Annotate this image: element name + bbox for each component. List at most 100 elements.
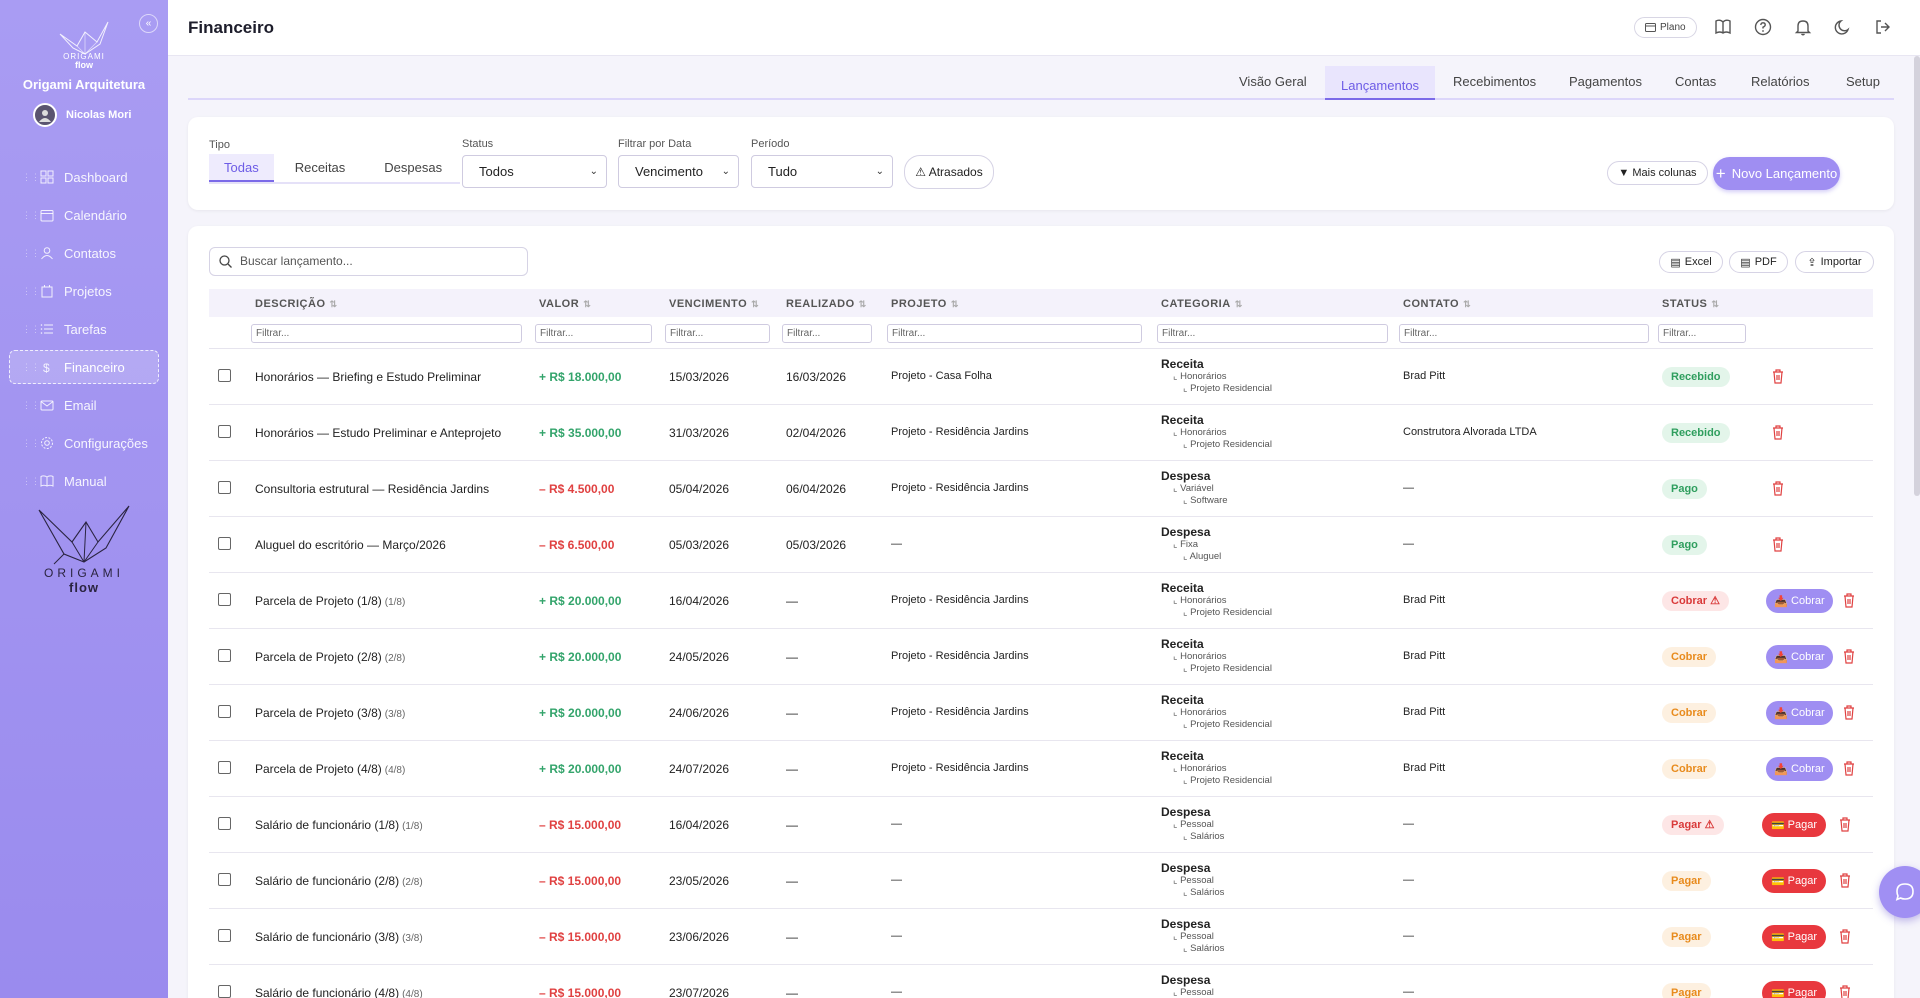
- trash-icon[interactable]: [1838, 928, 1852, 944]
- column-header-contato[interactable]: CONTATO ⇅: [1403, 298, 1472, 310]
- row-checkbox[interactable]: [218, 369, 231, 382]
- filter-vencimento-input[interactable]: Filtrar...: [665, 324, 770, 343]
- drag-handle-icon[interactable]: ⋮⋮: [22, 285, 40, 296]
- trash-icon[interactable]: [1771, 424, 1785, 440]
- filter-descricao-input[interactable]: Filtrar...: [251, 324, 522, 343]
- tipo-option-despesas[interactable]: Despesas: [384, 160, 443, 175]
- pay-button[interactable]: 💳 Pagar: [1762, 925, 1826, 949]
- pay-button[interactable]: 💳 Pagar: [1762, 813, 1826, 837]
- row-checkbox[interactable]: [218, 649, 231, 662]
- table-row[interactable]: Parcela de Projeto (3/8) (3/8) + R$ 20.000…: [209, 685, 1873, 741]
- collapse-sidebar-button[interactable]: «: [139, 14, 158, 33]
- table-row[interactable]: Honorários — Briefing e Estudo Prelimina…: [209, 349, 1873, 405]
- table-row[interactable]: Salário de funcionário (4/8) (4/8) – R$ 15…: [209, 965, 1873, 998]
- bell-icon[interactable]: [1794, 18, 1812, 36]
- user-profile[interactable]: Nicolas Mori: [33, 103, 131, 127]
- row-checkbox[interactable]: [218, 817, 231, 830]
- more-columns-button[interactable]: ▼ Mais colunas: [1607, 161, 1708, 185]
- period-select[interactable]: Tudo ⌄: [751, 155, 893, 188]
- export-excel-button[interactable]: ▤ Excel: [1659, 251, 1723, 273]
- drag-handle-icon[interactable]: ⋮⋮: [22, 209, 40, 220]
- filter-valor-input[interactable]: Filtrar...: [535, 324, 652, 343]
- row-checkbox[interactable]: [218, 537, 231, 550]
- row-checkbox[interactable]: [218, 705, 231, 718]
- moon-icon[interactable]: [1834, 18, 1852, 36]
- filter-projeto-input[interactable]: Filtrar...: [887, 324, 1142, 343]
- sidebar-item-projetos[interactable]: ⋮⋮ Projetos: [0, 272, 168, 310]
- row-checkbox[interactable]: [218, 593, 231, 606]
- table-row[interactable]: Salário de funcionário (3/8) (3/8) – R$ 15…: [209, 909, 1873, 965]
- sidebar-item-dashboard[interactable]: ⋮⋮ Dashboard: [0, 158, 168, 196]
- sidebar-item-financeiro[interactable]: ⋮⋮ $ Financeiro: [9, 350, 159, 384]
- filter-status-input[interactable]: Filtrar...: [1658, 324, 1746, 343]
- search-input[interactable]: Buscar lançamento...: [209, 247, 528, 276]
- charge-button[interactable]: 📥 Cobrar: [1766, 589, 1833, 613]
- column-header-descricao[interactable]: DESCRIÇÃO ⇅: [255, 298, 338, 310]
- sidebar-item-manual[interactable]: ⋮⋮ Manual: [0, 462, 168, 500]
- pay-button[interactable]: 💳 Pagar: [1762, 981, 1826, 998]
- help-icon[interactable]: [1754, 18, 1772, 36]
- row-checkbox[interactable]: [218, 425, 231, 438]
- tab-setup[interactable]: Setup: [1846, 74, 1880, 89]
- row-checkbox[interactable]: [218, 481, 231, 494]
- book-icon[interactable]: [1714, 18, 1732, 36]
- trash-icon[interactable]: [1838, 872, 1852, 888]
- table-row[interactable]: Parcela de Projeto (2/8) (2/8) + R$ 20.000…: [209, 629, 1873, 685]
- table-row[interactable]: Salário de funcionário (2/8) (2/8) – R$ 15…: [209, 853, 1873, 909]
- export-pdf-button[interactable]: ▤ PDF: [1729, 251, 1788, 273]
- sidebar-item-calendario[interactable]: ⋮⋮ Calendário: [0, 196, 168, 234]
- sidebar-item-tarefas[interactable]: ⋮⋮ Tarefas: [0, 310, 168, 348]
- scrollbar[interactable]: [1914, 56, 1920, 496]
- charge-button[interactable]: 📥 Cobrar: [1766, 757, 1833, 781]
- trash-icon[interactable]: [1842, 704, 1856, 720]
- new-entry-button[interactable]: + Novo Lançamento: [1713, 157, 1840, 190]
- status-select[interactable]: Todos ⌄: [462, 155, 607, 188]
- trash-icon[interactable]: [1838, 816, 1852, 832]
- drag-handle-icon[interactable]: ⋮⋮: [22, 475, 40, 486]
- row-checkbox[interactable]: [218, 761, 231, 774]
- filter-contato-input[interactable]: Filtrar...: [1399, 324, 1649, 343]
- sidebar-item-email[interactable]: ⋮⋮ Email: [0, 386, 168, 424]
- row-checkbox[interactable]: [218, 929, 231, 942]
- column-header-valor[interactable]: VALOR ⇅: [539, 298, 592, 310]
- import-button[interactable]: ⇪ Importar: [1795, 251, 1874, 273]
- tab-lancamentos[interactable]: Lançamentos: [1325, 66, 1436, 100]
- trash-icon[interactable]: [1771, 536, 1785, 552]
- tipo-option-receitas[interactable]: Receitas: [294, 160, 346, 175]
- sidebar-item-configuracoes[interactable]: ⋮⋮ Configurações: [0, 424, 168, 462]
- column-header-realizado[interactable]: REALIZADO ⇅: [786, 298, 867, 310]
- drag-handle-icon[interactable]: ⋮⋮: [22, 171, 40, 182]
- table-row[interactable]: Honorários — Estudo Preliminar e Antepro…: [209, 405, 1873, 461]
- charge-button[interactable]: 📥 Cobrar: [1766, 645, 1833, 669]
- drag-handle-icon[interactable]: ⋮⋮: [22, 323, 40, 334]
- date-filter-select[interactable]: Vencimento ⌄: [618, 155, 739, 188]
- column-header-categoria[interactable]: CATEGORIA ⇅: [1161, 298, 1243, 310]
- column-header-vencimento[interactable]: VENCIMENTO ⇅: [669, 298, 760, 310]
- sidebar-item-contatos[interactable]: ⋮⋮ Contatos: [0, 234, 168, 272]
- table-row[interactable]: Parcela de Projeto (1/8) (1/8) + R$ 20.000…: [209, 573, 1873, 629]
- trash-icon[interactable]: [1771, 480, 1785, 496]
- chat-button[interactable]: [1879, 866, 1920, 918]
- drag-handle-icon[interactable]: ⋮⋮: [22, 437, 40, 448]
- drag-handle-icon[interactable]: ⋮⋮: [22, 399, 40, 410]
- trash-icon[interactable]: [1838, 984, 1852, 998]
- table-row[interactable]: Salário de funcionário (1/8) (1/8) – R$ 15…: [209, 797, 1873, 853]
- table-row[interactable]: Aluguel do escritório — Março/2026 – R$ 6…: [209, 517, 1873, 573]
- column-header-status[interactable]: STATUS ⇅: [1662, 298, 1720, 310]
- table-row[interactable]: Parcela de Projeto (4/8) (4/8) + R$ 20.000…: [209, 741, 1873, 797]
- row-checkbox[interactable]: [218, 985, 231, 998]
- drag-handle-icon[interactable]: ⋮⋮: [22, 247, 40, 258]
- filter-realizado-input[interactable]: Filtrar...: [782, 324, 872, 343]
- row-checkbox[interactable]: [218, 873, 231, 886]
- tab-recebimentos[interactable]: Recebimentos: [1453, 74, 1537, 89]
- tab-pagamentos[interactable]: Pagamentos: [1569, 74, 1642, 89]
- trash-icon[interactable]: [1842, 648, 1856, 664]
- drag-handle-icon[interactable]: ⋮⋮: [22, 361, 40, 372]
- column-header-projeto[interactable]: PROJETO ⇅: [891, 298, 959, 310]
- logout-icon[interactable]: [1874, 18, 1892, 36]
- trash-icon[interactable]: [1842, 592, 1856, 608]
- charge-button[interactable]: 📥 Cobrar: [1766, 701, 1833, 725]
- filter-categoria-input[interactable]: Filtrar...: [1157, 324, 1388, 343]
- tipo-option-todas[interactable]: Todas: [209, 154, 274, 182]
- trash-icon[interactable]: [1771, 368, 1785, 384]
